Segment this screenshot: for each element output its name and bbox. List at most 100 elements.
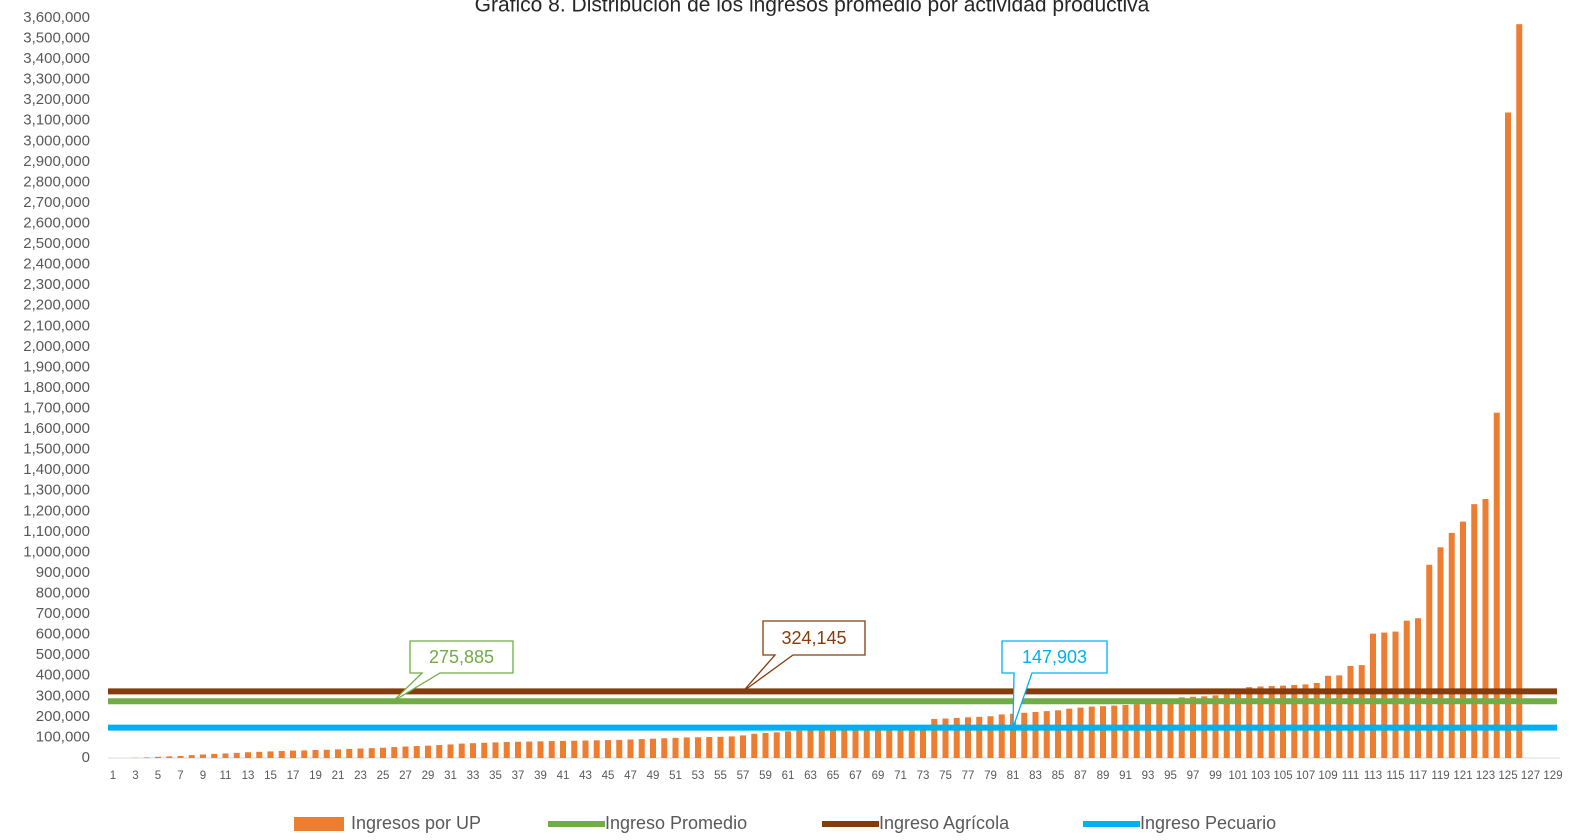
- callout-box: [392, 640, 514, 702]
- bar: [605, 740, 611, 758]
- x-tick-label: 13: [242, 770, 255, 782]
- bar: [1426, 564, 1433, 758]
- chart-title: Gráfico 8. Distribución de los ingresos …: [475, 0, 1150, 17]
- x-tick-label: 55: [714, 770, 727, 782]
- bar: [1415, 618, 1421, 758]
- y-tick-label: 3,100,000: [23, 112, 90, 129]
- bar: [1493, 412, 1500, 758]
- x-tick-label: 105: [1273, 770, 1292, 782]
- x-tick-label: 81: [1007, 770, 1020, 782]
- y-tick-label: 1,800,000: [23, 379, 90, 396]
- bar: [1505, 112, 1511, 759]
- x-tick-label: 73: [917, 770, 930, 782]
- y-tick-label: 1,300,000: [23, 482, 90, 499]
- x-tick-label: 129: [1543, 770, 1562, 782]
- x-tick-label: 49: [647, 770, 660, 782]
- y-tick-label: 2,200,000: [23, 297, 90, 314]
- x-tick-label: 123: [1476, 770, 1495, 782]
- x-tick-label: 127: [1521, 770, 1540, 782]
- y-tick-label: 500,000: [36, 646, 90, 663]
- x-tick-label: 3: [132, 770, 138, 782]
- x-tick-label: 109: [1318, 770, 1337, 782]
- y-tick-label: 1,200,000: [23, 502, 90, 519]
- bar: [470, 743, 476, 758]
- bar: [515, 741, 521, 758]
- bar: [368, 748, 375, 758]
- x-tick-label: 7: [177, 770, 183, 782]
- bar: [560, 740, 566, 758]
- callout-box: [1001, 640, 1108, 728]
- y-tick-label: 400,000: [36, 667, 90, 684]
- bar: [1437, 547, 1444, 758]
- x-tick-label: 65: [827, 770, 840, 782]
- x-tick-label: 47: [624, 770, 637, 782]
- y-tick-label: 2,600,000: [23, 215, 90, 232]
- y-tick-label: 600,000: [36, 626, 90, 643]
- bar: [650, 738, 656, 758]
- y-tick-label: 2,000,000: [23, 338, 90, 355]
- bar: [1133, 704, 1140, 758]
- bar: [548, 741, 555, 758]
- x-tick-label: 95: [1164, 770, 1177, 782]
- x-tick-label: 75: [939, 770, 952, 782]
- x-tick-label: 45: [602, 770, 615, 782]
- bar: [447, 744, 454, 758]
- y-tick-label: 3,500,000: [23, 30, 90, 47]
- y-tick-label: 3,600,000: [23, 9, 90, 26]
- bar: [312, 749, 319, 758]
- bar: [1313, 682, 1320, 758]
- bar: [785, 731, 791, 758]
- bar: [425, 745, 431, 758]
- bar: [1516, 24, 1523, 758]
- x-tick-label: 29: [422, 770, 435, 782]
- bar: [1268, 686, 1275, 758]
- y-tick-label: 3,000,000: [23, 132, 90, 149]
- y-tick-label: 1,600,000: [23, 420, 90, 437]
- x-tick-label: 35: [489, 770, 502, 782]
- x-tick-label: 99: [1209, 770, 1222, 782]
- y-tick-label: 1,500,000: [23, 441, 90, 458]
- y-tick-label: 1,400,000: [23, 461, 90, 478]
- x-tick-label: 87: [1074, 770, 1087, 782]
- bar: [402, 746, 409, 758]
- y-tick-label: 1,100,000: [23, 523, 90, 540]
- y-tick-label: 0: [82, 749, 90, 766]
- bar: [1448, 532, 1455, 758]
- y-tick-label: 200,000: [36, 708, 90, 725]
- y-tick-label: 3,400,000: [23, 50, 90, 67]
- x-tick-label: 43: [579, 770, 592, 782]
- x-tick-label: 107: [1296, 770, 1315, 782]
- x-tick-label: 97: [1187, 770, 1200, 782]
- bar: [1471, 504, 1478, 758]
- bar: [920, 727, 926, 758]
- callout-label: 147,903: [1022, 647, 1087, 667]
- bar: [616, 739, 623, 758]
- x-tick-label: 121: [1453, 770, 1472, 782]
- y-tick-label: 2,500,000: [23, 235, 90, 252]
- bar: [638, 739, 645, 758]
- bar: [436, 745, 443, 758]
- bar: [706, 737, 713, 758]
- x-tick-label: 83: [1029, 770, 1042, 782]
- bar: [233, 752, 240, 758]
- bar: [1043, 711, 1050, 758]
- bar: [818, 729, 825, 758]
- bar: [526, 741, 533, 758]
- bar: [1280, 685, 1286, 758]
- x-tick-label: 61: [782, 770, 795, 782]
- y-tick-label: 3,300,000: [23, 71, 90, 88]
- x-tick-label: 77: [962, 770, 975, 782]
- bar: [1246, 687, 1253, 758]
- bar: [1077, 707, 1084, 758]
- x-tick-label: 119: [1431, 770, 1449, 782]
- bar: [1122, 704, 1129, 758]
- bar: [413, 746, 420, 758]
- bar: [762, 732, 769, 758]
- bar: [942, 718, 949, 758]
- bar: [1460, 521, 1466, 758]
- legend-label: Ingreso Promedio: [605, 813, 747, 833]
- x-tick-label: 9: [200, 770, 206, 782]
- bar: [380, 747, 386, 758]
- bar: [751, 733, 758, 758]
- bar: [1055, 710, 1061, 758]
